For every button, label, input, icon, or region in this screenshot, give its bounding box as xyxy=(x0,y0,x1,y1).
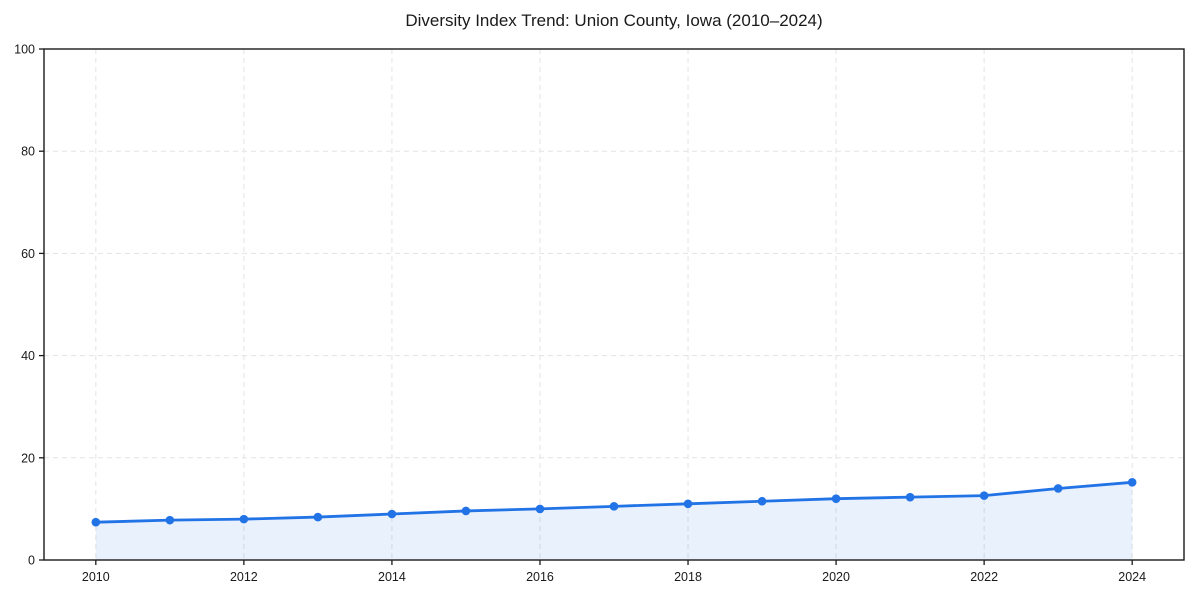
data-point xyxy=(313,512,323,522)
data-point xyxy=(1053,484,1063,493)
data-point xyxy=(387,509,397,519)
data-point xyxy=(461,506,471,516)
data-point xyxy=(757,496,767,506)
data-point xyxy=(165,515,175,525)
data-point xyxy=(535,504,545,514)
data-point xyxy=(239,514,249,524)
x-tick-label: 2020 xyxy=(822,570,850,584)
x-tick-label: 2024 xyxy=(1118,570,1146,584)
y-tick-label: 100 xyxy=(14,43,35,57)
data-point xyxy=(91,517,101,527)
x-tick-label: 2014 xyxy=(378,570,406,584)
y-tick-label: 80 xyxy=(21,145,35,159)
x-tick-label: 2012 xyxy=(230,570,258,584)
area-fill xyxy=(95,482,1133,560)
data-point xyxy=(683,499,693,509)
y-tick-label: 60 xyxy=(21,247,35,261)
y-tick-label: 0 xyxy=(28,554,35,568)
x-tick-label: 2016 xyxy=(526,570,554,584)
plot-border xyxy=(43,48,1185,561)
x-tick-label: 2018 xyxy=(674,570,702,584)
data-point xyxy=(1127,478,1137,487)
data-point xyxy=(905,492,915,502)
data-point xyxy=(979,491,989,500)
y-tick-label: 20 xyxy=(21,451,35,465)
x-tick-label: 2010 xyxy=(82,570,110,584)
chart-title: Diversity Index Trend: Union County, Iow… xyxy=(405,11,823,30)
x-tick-label: 2022 xyxy=(970,570,998,584)
data-point xyxy=(609,502,619,511)
data-point xyxy=(831,494,841,503)
y-tick-label: 40 xyxy=(21,349,35,363)
